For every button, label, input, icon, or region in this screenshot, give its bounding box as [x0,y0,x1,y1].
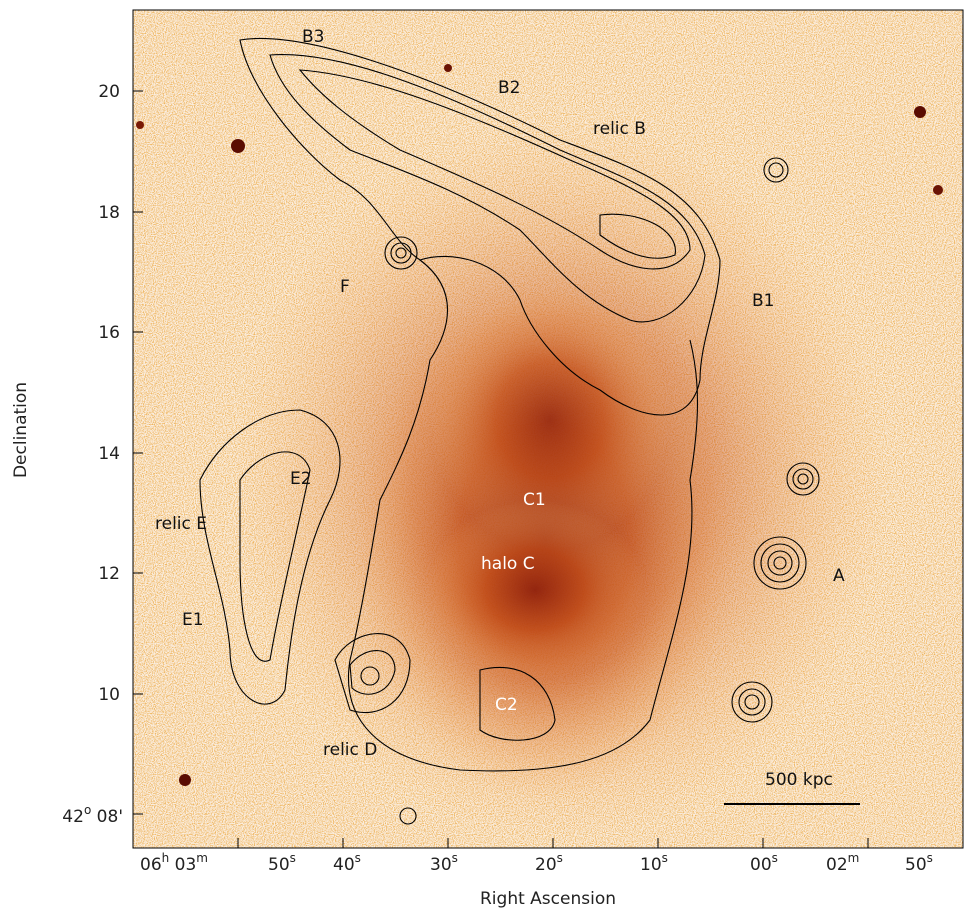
tick-sup: h [162,851,170,865]
label: B2 [498,78,520,98]
y-tick-label: 14 [98,444,120,464]
label: C1 [523,490,546,510]
label: C2 [495,695,518,715]
x-tick-label: 40s [333,851,361,875]
x-tick-label: 50s [905,851,933,875]
x-tick-label: 06h 03m [140,851,208,875]
tick-sup: s [557,851,563,865]
tick-part: 30 [430,855,452,875]
y-tick-label: 42o 08' [62,803,123,827]
label: relic E [155,514,207,534]
y-tick-label: 18 [98,203,120,223]
tick-part: 00 [750,855,772,875]
label: F [340,277,350,297]
tick-part: 10 [640,855,662,875]
tick-part: 50 [268,855,290,875]
label: E1 [182,610,204,630]
tick-part: 50 [905,855,927,875]
tick-part: 08' [91,807,123,827]
y-tick-label: 10 [98,685,120,705]
tick-marks [133,90,869,848]
x-tick-label: 20s [535,851,563,875]
label: B3 [302,27,324,47]
tick-part: 42 [62,807,84,827]
frame [132,9,964,849]
y-tick-label: 16 [98,323,120,343]
x-ticks: 06h 03m 50s 40s 30s 20s 10s 00s 02m 50s [140,851,933,875]
image [133,10,963,848]
annotations: B3 B2 relic B B1 F E2 relic E E1 C1 halo… [155,27,845,760]
tick-part: 03 [169,855,196,875]
tick-sup: s [290,851,296,865]
x-tick-label: 00s [750,851,778,875]
tick-part: 06 [140,855,162,875]
label: B1 [752,291,774,311]
contours [199,37,820,825]
tick-sup: o [84,803,91,817]
tick-part: 40 [333,855,355,875]
tick-sup: s [927,851,933,865]
x-tick-label: 02m [826,851,859,875]
tick-sup: m [196,851,208,865]
tick-part: 20 [535,855,557,875]
tick-sup: s [452,851,458,865]
y-ticks: 20 18 16 14 12 10 42o 08' [62,82,123,827]
x-tick-label: 30s [430,851,458,875]
label: relic B [593,119,646,139]
label: halo C [481,554,535,574]
tick-sup: m [848,851,860,865]
y-axis-label: Declination [11,382,31,478]
tick-sup: s [772,851,778,865]
label: A [833,566,845,586]
x-tick-label: 10s [640,851,668,875]
x-tick-label: 50s [268,851,296,875]
x-axis-label: Right Ascension [480,889,616,909]
scale-bar-label: 500 kpc [765,770,833,790]
tick-sup: s [662,851,668,865]
tick-part: 02 [826,855,848,875]
tick-sup: s [355,851,361,865]
y-tick-label: 12 [98,564,120,584]
y-tick-label: 20 [98,82,120,102]
label: E2 [290,469,312,489]
label: relic D [323,740,377,760]
